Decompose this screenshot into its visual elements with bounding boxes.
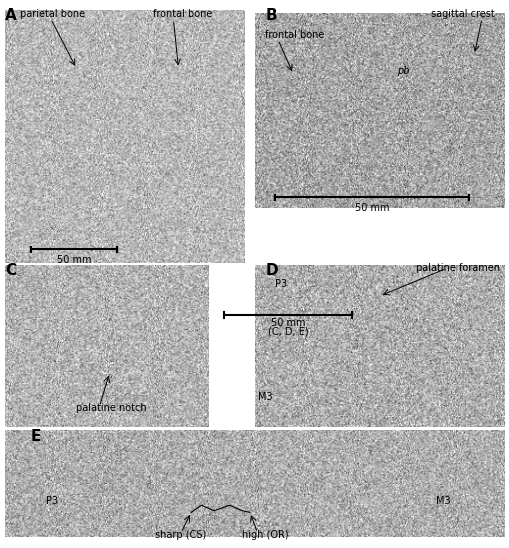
Text: palatine notch: palatine notch [76,403,147,413]
Text: P3: P3 [275,279,287,289]
Text: (C, D, E): (C, D, E) [267,326,308,336]
Text: sagittal crest: sagittal crest [430,9,494,19]
Text: M3: M3 [257,392,272,402]
Text: A: A [5,8,17,23]
Text: P3: P3 [46,496,58,506]
Text: parietal bone: parietal bone [20,9,86,19]
Text: frontal bone: frontal bone [153,9,212,19]
Text: frontal bone: frontal bone [265,30,324,40]
Text: D: D [265,263,277,278]
Text: palatine foramen: palatine foramen [415,263,499,273]
Text: 50 mm: 50 mm [270,318,305,328]
Text: pb: pb [396,66,408,76]
Text: C: C [5,263,16,278]
Text: 50 mm: 50 mm [56,255,91,265]
Text: B: B [265,8,276,23]
Text: sharp (CS): sharp (CS) [155,530,206,540]
Text: E: E [31,429,41,443]
Text: 50 mm: 50 mm [354,203,389,213]
Text: M3: M3 [435,496,450,506]
Text: high (OR): high (OR) [241,530,288,540]
